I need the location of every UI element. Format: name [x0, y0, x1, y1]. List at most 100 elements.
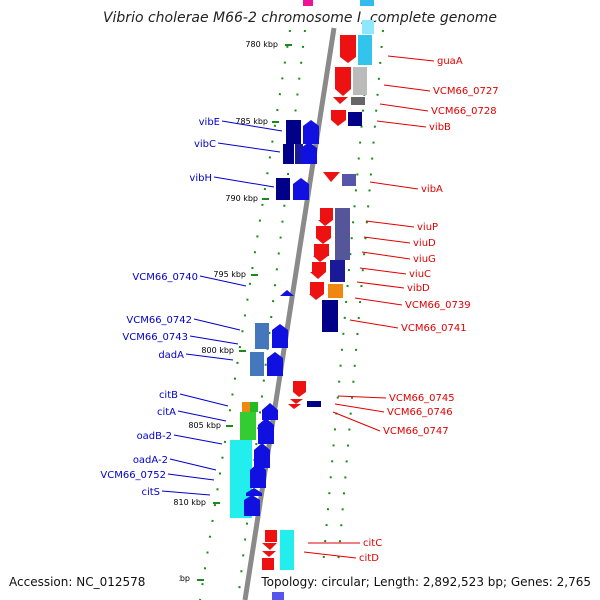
gene-block — [362, 20, 374, 34]
gene-block — [250, 402, 258, 412]
gene-arrow — [293, 381, 306, 397]
gene-arrow — [333, 97, 348, 104]
gene-block — [348, 112, 362, 126]
gene-arrow — [303, 120, 319, 144]
footer-right-bg — [258, 570, 598, 592]
gene-label-right: VCM66_0728 — [431, 106, 497, 117]
gene-label-right: VCM66_0745 — [389, 393, 455, 404]
kbp-label: 805 kbp — [188, 421, 221, 430]
gene-block — [358, 35, 372, 65]
gene-block — [316, 226, 331, 238]
gene-block — [328, 284, 343, 298]
gene-label-left: citS — [141, 487, 160, 498]
outer-left-track — [199, 29, 291, 600]
gene-arrow — [301, 142, 317, 164]
gene-arrow — [318, 220, 333, 226]
gene-label-left: oadA-2 — [133, 455, 168, 466]
gene-block — [322, 300, 338, 332]
gene-block — [272, 592, 284, 600]
gene-label-left: VCM66_0743 — [122, 332, 188, 343]
gene-block — [320, 208, 333, 220]
kbp-label: 790 kbp — [225, 194, 258, 203]
gene-arrow — [323, 172, 340, 182]
left-gene-labels: vibE vibC vibH VCM66_0740 VCM66_0742 VCM… — [100, 117, 283, 498]
gene-label-left: VCM66_0742 — [126, 315, 192, 326]
gene-arrow — [331, 110, 346, 126]
footer-left-bg — [4, 570, 179, 592]
gene-block — [335, 208, 350, 260]
gene-arrow — [258, 418, 274, 444]
gene-label-right: VCM66_0727 — [433, 86, 499, 97]
gene-arrow — [254, 443, 270, 468]
accession-text: Accession: NC_012578 — [9, 575, 145, 589]
gene-arrow — [288, 404, 301, 409]
gene-arrow — [340, 57, 356, 63]
gene-block — [314, 244, 329, 256]
gene-label-right: VCM66_0739 — [405, 300, 471, 311]
gene-block — [265, 530, 277, 542]
gene-arrow — [272, 324, 288, 348]
gene-label-right: citD — [359, 553, 379, 564]
top-edge-gene — [303, 0, 313, 6]
gene-label-right: VCM66_0741 — [401, 323, 467, 334]
gene-label-left: citB — [159, 390, 178, 401]
gene-label-right: vibB — [429, 122, 451, 133]
gene-arrow — [250, 463, 266, 488]
gene-block — [262, 558, 274, 570]
kbp-label: 785 kbp — [235, 117, 268, 126]
gene-label-right: viuP — [417, 222, 438, 233]
gene-block — [307, 401, 321, 407]
gene-label-right: guaA — [437, 56, 463, 67]
top-edge-gene-right — [360, 0, 374, 6]
gene-label-left: VCM66_0752 — [100, 470, 166, 481]
gene-label-right: viuD — [413, 238, 436, 249]
gene-arrow — [316, 238, 331, 244]
kbp-label: 810 kbp — [173, 498, 206, 507]
gene-block — [335, 67, 351, 89]
gene-arrow — [290, 399, 303, 404]
gene-block — [312, 262, 326, 272]
gene-block — [283, 144, 294, 164]
gene-arrow — [280, 290, 294, 296]
gene-label-left: vibC — [194, 139, 216, 150]
gene-block — [240, 412, 256, 440]
gene-arrow — [267, 352, 283, 376]
gene-block — [280, 530, 294, 570]
gene-label-right: citC — [363, 538, 382, 549]
gene-block — [342, 174, 356, 186]
gene-label-left: vibE — [199, 117, 220, 128]
gene-label-left: citA — [157, 407, 176, 418]
gene-block — [353, 67, 367, 95]
gene-arrow — [262, 551, 276, 557]
gene-arrow — [244, 495, 260, 516]
dotted-tracks — [199, 29, 384, 600]
gene-block — [250, 352, 264, 376]
gene-arrow — [262, 403, 278, 420]
kbp-label: 780 kbp — [245, 40, 278, 49]
gene-label-left: VCM66_0740 — [132, 272, 198, 283]
gene-block — [255, 323, 269, 349]
kbp-label: 800 kbp — [201, 346, 234, 355]
gene-block — [286, 120, 301, 144]
forward-strand-genes — [230, 120, 319, 518]
gene-arrow — [246, 488, 262, 496]
right-gene-labels: guaA VCM66_0727 VCM66_0728 vibB vibA viu… — [303, 55, 499, 564]
gene-label-left: oadB-2 — [137, 431, 172, 442]
gene-label-right: vibA — [421, 184, 443, 195]
gene-label-right: viuG — [413, 254, 436, 265]
gene-label-right: VCM66_0747 — [383, 426, 449, 437]
gene-block — [310, 282, 324, 294]
gene-block — [276, 178, 290, 200]
gene-label-right: viuC — [409, 269, 431, 280]
gene-arrow — [309, 294, 324, 300]
gene-arrow — [262, 543, 277, 550]
gene-block — [330, 260, 345, 282]
gene-arrow — [313, 256, 328, 262]
gene-arrow — [293, 178, 309, 200]
genome-stats-text: Topology: circular; Length: 2,892,523 bp… — [260, 575, 591, 589]
gene-arrow — [310, 272, 326, 279]
gene-label-left: dadA — [158, 350, 184, 361]
gene-label-right: VCM66_0746 — [387, 407, 453, 418]
gene-label-left: vibH — [189, 173, 212, 184]
